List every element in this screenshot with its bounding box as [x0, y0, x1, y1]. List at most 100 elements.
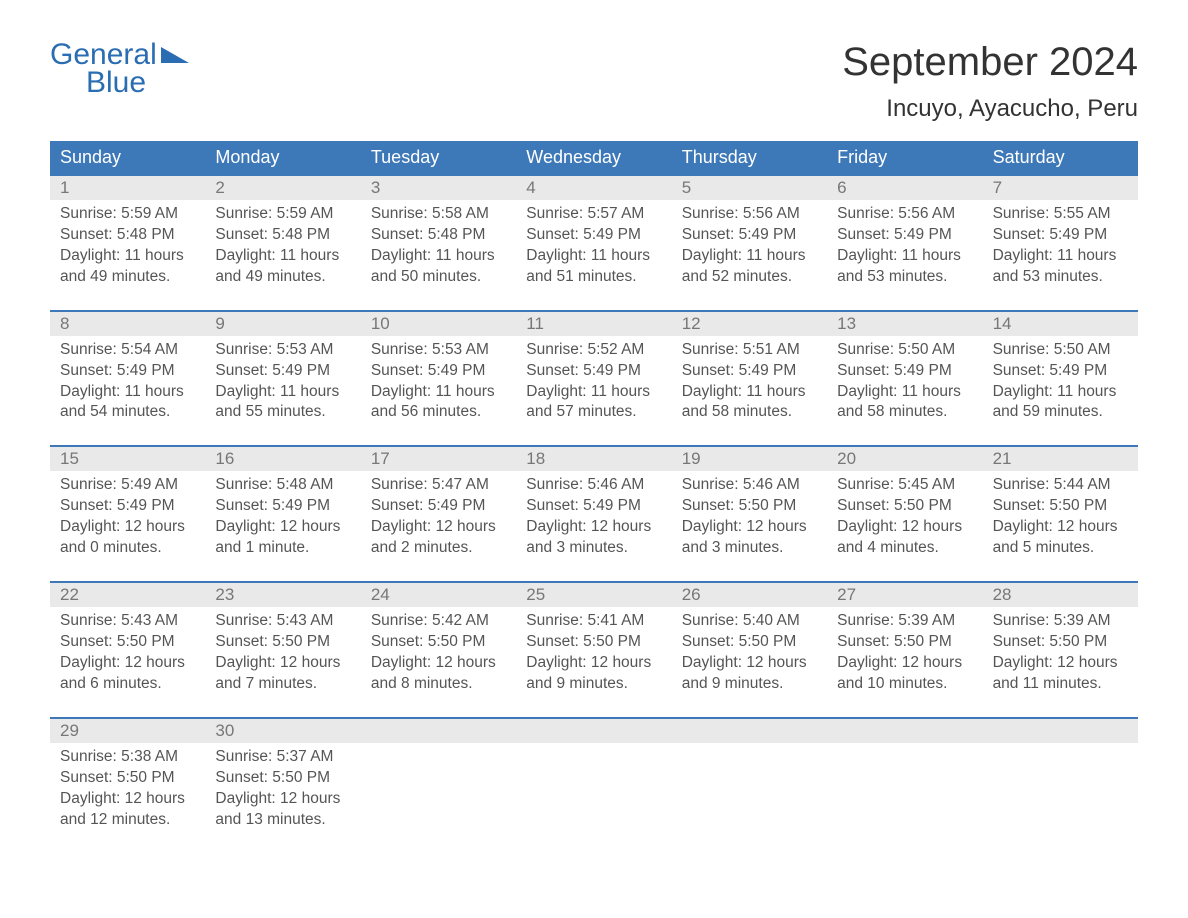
- calendar-cell: [983, 719, 1138, 839]
- calendar-cell: 20Sunrise: 5:45 AMSunset: 5:50 PMDayligh…: [827, 447, 982, 567]
- day-number: 5: [672, 176, 827, 200]
- day-header: Thursday: [672, 141, 827, 174]
- calendar-cell: 26 Sunrise: 5:40 AMSunset: 5:50 PMDayligh…: [672, 583, 827, 703]
- calendar-cell: 10 Sunrise: 5:53 AMSunset: 5:49 PMDayligh…: [361, 312, 516, 432]
- day-number: 21: [983, 447, 1138, 471]
- day-detail: Sunrise: 5:46 AMSunset: 5:49 PMDaylight:…: [526, 475, 661, 559]
- day-number: 1: [50, 176, 205, 200]
- month-title: September 2024: [842, 40, 1138, 85]
- logo: General Blue: [50, 40, 189, 98]
- day-number: [827, 719, 982, 743]
- logo-triangle-icon: [161, 47, 189, 63]
- day-detail: Sunrise: 5:59 AMSunset: 5:48 PMDaylight:…: [215, 204, 350, 288]
- calendar-cell: [672, 719, 827, 839]
- day-number: [983, 719, 1138, 743]
- calendar-cell: 23Sunrise: 5:43 AMSunset: 5:50 PMDayligh…: [205, 583, 360, 703]
- day-detail: Sunrise: 5:53 AMSunset: 5:49 PMDaylight:…: [371, 340, 506, 424]
- calendar-cell: 12Sunrise: 5:51 AMSunset: 5:49 PMDayligh…: [672, 312, 827, 432]
- calendar-cell: 27Sunrise: 5:39 AMSunset: 5:50 PMDayligh…: [827, 583, 982, 703]
- day-detail: Sunrise: 5:54 AMSunset: 5:49 PMDaylight:…: [60, 340, 195, 424]
- day-detail: Sunrise: 5:46 AMSunset: 5:50 PMDaylight:…: [682, 475, 817, 559]
- day-number: 30: [205, 719, 360, 743]
- day-number: [672, 719, 827, 743]
- calendar-cell: [827, 719, 982, 839]
- day-number: 3: [361, 176, 516, 200]
- day-number: 29: [50, 719, 205, 743]
- calendar-cell: 7Sunrise: 5:55 AMSunset: 5:49 PMDaylight…: [983, 176, 1138, 296]
- day-number: [516, 719, 671, 743]
- day-number: 15: [50, 447, 205, 471]
- day-number: 11: [516, 312, 671, 336]
- day-detail: Sunrise: 5:49 AMSunset: 5:49 PMDaylight:…: [60, 475, 195, 559]
- day-detail: Sunrise: 5:58 AMSunset: 5:48 PMDaylight:…: [371, 204, 506, 288]
- day-detail: Sunrise: 5:39 AMSunset: 5:50 PMDaylight:…: [837, 611, 972, 695]
- calendar-cell: 5 Sunrise: 5:56 AMSunset: 5:49 PMDaylight…: [672, 176, 827, 296]
- calendar-week: 29 Sunrise: 5:38 AMSunset: 5:50 PMDayligh…: [50, 717, 1138, 839]
- calendar-cell: 9 Sunrise: 5:53 AMSunset: 5:49 PMDaylight…: [205, 312, 360, 432]
- day-number: 2: [205, 176, 360, 200]
- day-number: 19: [672, 447, 827, 471]
- calendar-week: 22 Sunrise: 5:43 AMSunset: 5:50 PMDayligh…: [50, 581, 1138, 703]
- calendar-cell: 8Sunrise: 5:54 AMSunset: 5:49 PMDaylight…: [50, 312, 205, 432]
- day-number: 28: [983, 583, 1138, 607]
- day-number: 14: [983, 312, 1138, 336]
- day-header: Monday: [205, 141, 360, 174]
- day-header: Tuesday: [361, 141, 516, 174]
- day-number: 17: [361, 447, 516, 471]
- day-detail: Sunrise: 5:45 AMSunset: 5:50 PMDaylight:…: [837, 475, 972, 559]
- day-detail: Sunrise: 5:57 AMSunset: 5:49 PMDaylight:…: [526, 204, 661, 288]
- day-detail: Sunrise: 5:38 AMSunset: 5:50 PMDaylight:…: [60, 747, 195, 831]
- day-detail: Sunrise: 5:43 AMSunset: 5:50 PMDaylight:…: [60, 611, 195, 695]
- calendar-cell: 3 Sunrise: 5:58 AMSunset: 5:48 PMDaylight…: [361, 176, 516, 296]
- day-number: 16: [205, 447, 360, 471]
- day-header: Saturday: [983, 141, 1138, 174]
- calendar: Sunday Monday Tuesday Wednesday Thursday…: [50, 141, 1138, 838]
- day-header: Friday: [827, 141, 982, 174]
- day-detail: Sunrise: 5:47 AMSunset: 5:49 PMDaylight:…: [371, 475, 506, 559]
- logo-text-2: Blue: [50, 68, 189, 98]
- day-detail: Sunrise: 5:43 AMSunset: 5:50 PMDaylight:…: [215, 611, 350, 695]
- day-number: 22: [50, 583, 205, 607]
- calendar-cell: 17 Sunrise: 5:47 AMSunset: 5:49 PMDayligh…: [361, 447, 516, 567]
- calendar-cell: 25Sunrise: 5:41 AMSunset: 5:50 PMDayligh…: [516, 583, 671, 703]
- day-detail: Sunrise: 5:42 AMSunset: 5:50 PMDaylight:…: [371, 611, 506, 695]
- calendar-week: 1 Sunrise: 5:59 AMSunset: 5:48 PMDaylight…: [50, 174, 1138, 296]
- day-detail: Sunrise: 5:51 AMSunset: 5:49 PMDaylight:…: [682, 340, 817, 424]
- day-detail: Sunrise: 5:56 AMSunset: 5:49 PMDaylight:…: [682, 204, 817, 288]
- day-number: 9: [205, 312, 360, 336]
- day-detail: Sunrise: 5:52 AMSunset: 5:49 PMDaylight:…: [526, 340, 661, 424]
- calendar-week: 8Sunrise: 5:54 AMSunset: 5:49 PMDaylight…: [50, 310, 1138, 432]
- calendar-week: 15 Sunrise: 5:49 AMSunset: 5:49 PMDayligh…: [50, 445, 1138, 567]
- day-number: 7: [983, 176, 1138, 200]
- day-detail: Sunrise: 5:53 AMSunset: 5:49 PMDaylight:…: [215, 340, 350, 424]
- calendar-cell: 14 Sunrise: 5:50 AMSunset: 5:49 PMDayligh…: [983, 312, 1138, 432]
- day-number: 10: [361, 312, 516, 336]
- calendar-cell: 19 Sunrise: 5:46 AMSunset: 5:50 PMDayligh…: [672, 447, 827, 567]
- day-number: [361, 719, 516, 743]
- calendar-cell: 24 Sunrise: 5:42 AMSunset: 5:50 PMDayligh…: [361, 583, 516, 703]
- calendar-cell: 2 Sunrise: 5:59 AMSunset: 5:48 PMDaylight…: [205, 176, 360, 296]
- day-detail: Sunrise: 5:40 AMSunset: 5:50 PMDaylight:…: [682, 611, 817, 695]
- calendar-cell: 1Sunrise: 5:59 AMSunset: 5:48 PMDaylight…: [50, 176, 205, 296]
- day-detail: Sunrise: 5:50 AMSunset: 5:49 PMDaylight:…: [993, 340, 1128, 424]
- day-number: 13: [827, 312, 982, 336]
- title-block: September 2024 Incuyo, Ayacucho, Peru: [842, 40, 1138, 123]
- day-number: 26: [672, 583, 827, 607]
- day-header: Sunday: [50, 141, 205, 174]
- day-detail: Sunrise: 5:37 AMSunset: 5:50 PMDaylight:…: [215, 747, 350, 831]
- header: General Blue September 2024 Incuyo, Ayac…: [50, 40, 1138, 123]
- calendar-cell: 15 Sunrise: 5:49 AMSunset: 5:49 PMDayligh…: [50, 447, 205, 567]
- calendar-cell: 22 Sunrise: 5:43 AMSunset: 5:50 PMDayligh…: [50, 583, 205, 703]
- day-header: Wednesday: [516, 141, 671, 174]
- calendar-cell: 29 Sunrise: 5:38 AMSunset: 5:50 PMDayligh…: [50, 719, 205, 839]
- day-detail: Sunrise: 5:48 AMSunset: 5:49 PMDaylight:…: [215, 475, 350, 559]
- day-detail: Sunrise: 5:50 AMSunset: 5:49 PMDaylight:…: [837, 340, 972, 424]
- calendar-cell: 18Sunrise: 5:46 AMSunset: 5:49 PMDayligh…: [516, 447, 671, 567]
- day-number: 6: [827, 176, 982, 200]
- calendar-cell: 6Sunrise: 5:56 AMSunset: 5:49 PMDaylight…: [827, 176, 982, 296]
- day-detail: Sunrise: 5:41 AMSunset: 5:50 PMDaylight:…: [526, 611, 661, 695]
- day-detail: Sunrise: 5:44 AMSunset: 5:50 PMDaylight:…: [993, 475, 1128, 559]
- location: Incuyo, Ayacucho, Peru: [842, 95, 1138, 123]
- calendar-cell: 30 Sunrise: 5:37 AMSunset: 5:50 PMDayligh…: [205, 719, 360, 839]
- day-number: 24: [361, 583, 516, 607]
